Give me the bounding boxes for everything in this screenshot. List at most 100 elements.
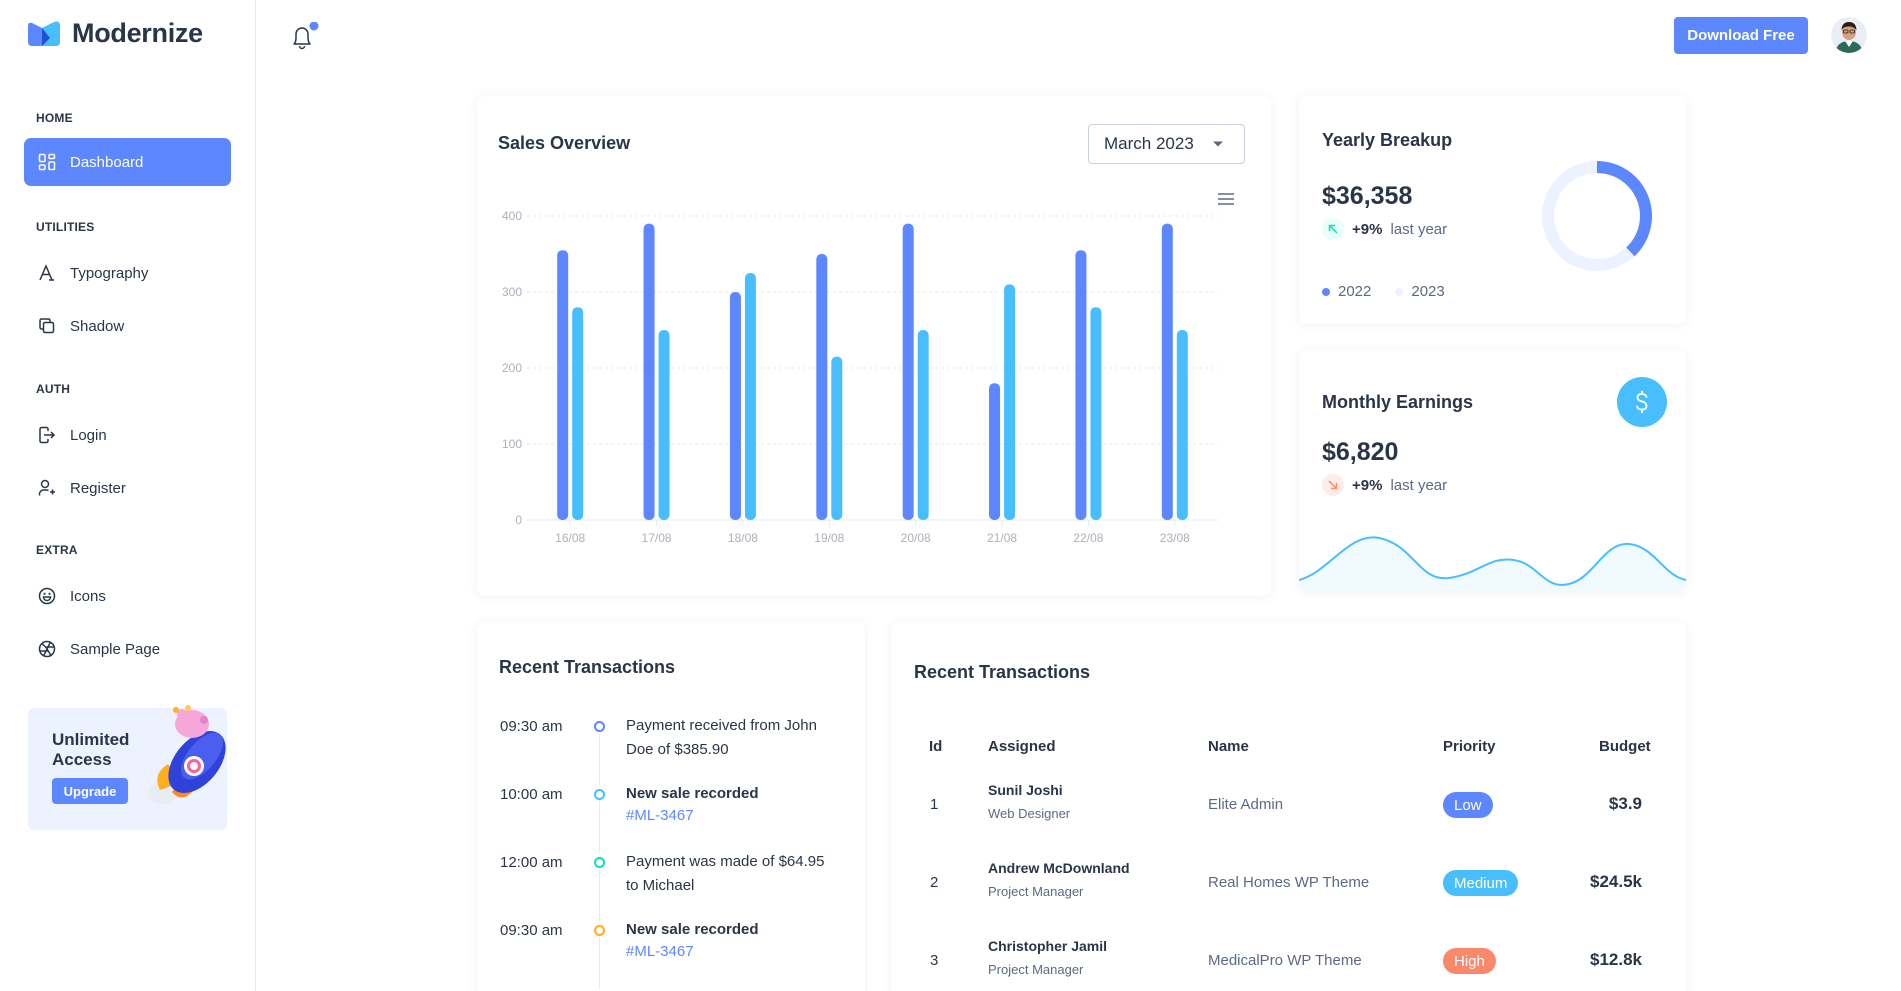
y-tick-label: 400 [502,209,522,223]
cell-id: 2 [930,874,939,891]
trend-label: last year [1390,476,1448,494]
sales-overview-card: Sales Overview March 2023 0 100 200 300 400 1… [477,96,1271,596]
cell-assigned: Sunil Joshi [988,782,1063,798]
timeline-text: New sale recorded #ML-3467 [626,918,841,962]
bar-series-2-16/08[interactable] [572,307,584,520]
yearly-legend: 2022 2023 [1322,283,1445,300]
sales-bar-chart: 0 100 200 300 400 16/08 17/08 18/08 19/08 20/08 21… [502,209,1218,545]
trend-percent: +9% [1352,220,1383,238]
sidebar-item-register[interactable]: Register [24,464,231,512]
cell-name: Elite Admin [1208,796,1284,813]
upgrade-button[interactable]: Upgrade [52,778,128,804]
sidebar-item-login[interactable]: Login [24,411,231,459]
timeline-time: 09:30 am [500,718,563,735]
x-tick-label: 21/08 [987,531,1017,545]
sidebar-item-label: Register [70,479,126,497]
cell-assigned: Andrew McDownland [988,860,1130,876]
arrow-up-left-icon [1322,218,1344,240]
upgrade-promo: Unlimited Access Upgrade [28,705,227,830]
timeline-description: New sale recorded [626,921,759,938]
timeline-description: Payment was made of $64.95 to Michael [626,853,825,894]
arrow-down-right-icon [1322,474,1344,496]
sidebar-item-label: Login [70,426,107,444]
bar-series-1-17/08[interactable] [643,223,655,520]
sidebar-item-sample-page[interactable]: Sample Page [24,625,231,673]
bar-series-1-18/08[interactable] [729,292,741,520]
cell-role: Project Manager [988,962,1084,977]
transaction-link[interactable]: #ML-3467 [626,943,694,960]
earnings-sparkline [1299,536,1686,592]
column-header-assigned: Assigned [988,738,1056,755]
card-title: Sales Overview [498,133,631,153]
sidebar-item-icons[interactable]: Icons [24,572,231,620]
x-tick-label: 23/08 [1160,531,1190,545]
bar-series-2-18/08[interactable] [744,273,756,520]
bar-series-2-19/08[interactable] [831,356,843,520]
timeline-connector [599,733,600,785]
y-tick-label: 100 [502,437,522,451]
bar-series-1-16/08[interactable] [557,250,569,520]
y-tick-label: 0 [515,513,522,527]
priority-badge: Medium [1443,870,1519,896]
timeline-dot [594,857,605,868]
dollar-icon [1617,377,1667,427]
timeline-text: Payment received from John Doe of $385.9… [626,714,841,762]
priority-badge: Low [1443,792,1493,818]
monthly-trend: +9% last year [1322,474,1447,496]
bar-series-1-22/08[interactable] [1075,250,1087,520]
bar-series-1-20/08[interactable] [902,223,914,520]
cell-assigned: Christopher Jamil [988,938,1108,954]
x-tick-label: 22/08 [1073,531,1103,545]
timeline-text: New sale recorded #ML-3467 [626,782,841,826]
sidebar-item-typography[interactable]: Typography [24,249,231,297]
bar-series-1-23/08[interactable] [1161,223,1173,520]
timeline-description: New arrival recorded [626,989,774,991]
download-free-button[interactable]: Download Free [1674,17,1808,54]
avatar[interactable] [1831,17,1867,53]
card-title: Recent Transactions [499,657,676,677]
user-avatar-icon [1831,17,1867,53]
modernize-logo-icon [28,21,60,46]
yearly-donut-chart [1542,161,1652,271]
logo[interactable]: Modernize [26,18,203,49]
cell-role: Web Designer [988,806,1071,821]
bar-series-2-17/08[interactable] [658,330,670,520]
timeline-text: New arrival recorded [626,986,841,991]
recent-transactions-timeline-card: Recent Transactions 09:30 am Payment rece… [477,622,865,991]
sidebar-item-label: Icons [70,587,106,605]
card-title: Yearly Breakup [1322,130,1453,150]
bar-series-2-21/08[interactable] [1004,284,1016,520]
bar-series-1-21/08[interactable] [989,383,1001,520]
sidebar-item-dashboard[interactable]: Dashboard [24,138,231,186]
x-tick-label: 18/08 [728,531,758,545]
sidebar-item-shadow[interactable]: Shadow [24,302,231,350]
timeline-connector [599,801,600,853]
dashboard-icon [38,153,56,171]
cell-budget: $24.5k [1590,872,1642,891]
x-tick-label: 16/08 [555,531,585,545]
column-header-id: Id [929,738,943,755]
month-select[interactable]: March 2023 [1088,124,1245,164]
nav-caption-utilities: UTILITIES [36,220,95,234]
cell-budget: $3.9 [1608,794,1642,813]
sidebar: Modernize HOME Dashboard UTILITIES Typog… [0,0,256,991]
cell-name: Real Homes WP Theme [1208,874,1370,891]
transaction-link[interactable]: #ML-3467 [626,807,694,824]
aperture-icon [38,640,56,658]
copy-icon [39,318,55,334]
cell-role: Project Manager [988,884,1084,899]
trend-label: last year [1390,220,1448,238]
bar-series-2-23/08[interactable] [1176,330,1188,520]
nav-caption-home: HOME [36,111,73,125]
monthly-amount: $6,820 [1322,438,1399,466]
bell-icon[interactable] [285,22,321,52]
bar-series-2-20/08[interactable] [917,330,929,520]
bar-series-2-22/08[interactable] [1090,307,1102,520]
bar-series-1-19/08[interactable] [816,254,828,520]
legend-item-2022: 2022 [1322,283,1371,300]
monthly-earnings-card: Monthly Earnings $6,820 +9% last year [1299,350,1686,592]
x-tick-label: 20/08 [901,531,931,545]
recent-transactions-table-card: Recent Transactions Id Assigned Name Pri… [891,622,1686,991]
column-header-name: Name [1208,738,1249,755]
chart-menu-icon[interactable] [1218,192,1234,206]
